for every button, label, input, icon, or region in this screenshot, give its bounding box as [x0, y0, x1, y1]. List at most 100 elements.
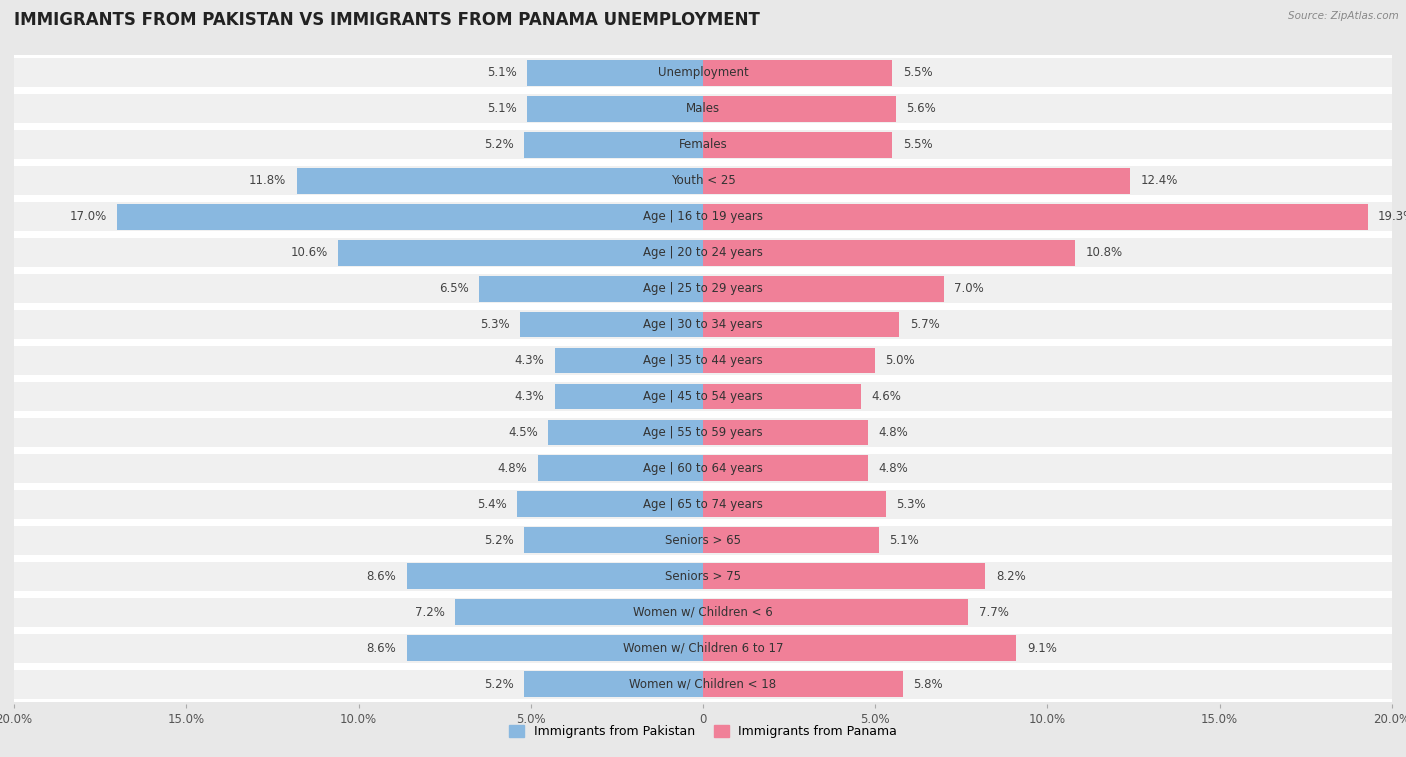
Bar — [14, 559, 1392, 594]
Bar — [14, 562, 1392, 590]
Text: 4.3%: 4.3% — [515, 390, 544, 403]
Bar — [555, 347, 703, 373]
Bar — [14, 198, 1392, 235]
Text: 5.4%: 5.4% — [477, 498, 506, 511]
Bar — [14, 666, 1392, 702]
Bar — [524, 528, 703, 553]
Text: 8.6%: 8.6% — [367, 570, 396, 583]
Bar — [14, 163, 1392, 198]
Bar — [524, 671, 703, 697]
Bar — [703, 204, 1368, 229]
Text: 10.8%: 10.8% — [1085, 246, 1122, 259]
Text: Age | 25 to 29 years: Age | 25 to 29 years — [643, 282, 763, 295]
Bar — [14, 235, 1392, 270]
Bar — [703, 312, 900, 338]
Text: Age | 45 to 54 years: Age | 45 to 54 years — [643, 390, 763, 403]
Text: Age | 60 to 64 years: Age | 60 to 64 years — [643, 462, 763, 475]
Text: Age | 65 to 74 years: Age | 65 to 74 years — [643, 498, 763, 511]
Text: Source: ZipAtlas.com: Source: ZipAtlas.com — [1288, 11, 1399, 21]
Text: 5.1%: 5.1% — [488, 102, 517, 115]
Text: 5.2%: 5.2% — [484, 678, 513, 690]
Bar — [14, 454, 1392, 483]
Text: Males: Males — [686, 102, 720, 115]
Bar — [703, 528, 879, 553]
Bar — [14, 95, 1392, 123]
Bar — [14, 58, 1392, 87]
Bar — [14, 378, 1392, 415]
Text: IMMIGRANTS FROM PAKISTAN VS IMMIGRANTS FROM PANAMA UNEMPLOYMENT: IMMIGRANTS FROM PAKISTAN VS IMMIGRANTS F… — [14, 11, 759, 30]
Bar — [703, 635, 1017, 661]
Bar — [527, 96, 703, 122]
Bar — [14, 130, 1392, 159]
Text: 5.7%: 5.7% — [910, 318, 939, 331]
Bar — [703, 491, 886, 517]
Bar — [14, 526, 1392, 555]
Text: Age | 35 to 44 years: Age | 35 to 44 years — [643, 354, 763, 367]
Bar — [524, 132, 703, 157]
Bar — [703, 347, 875, 373]
Bar — [14, 634, 1392, 662]
Text: Women w/ Children 6 to 17: Women w/ Children 6 to 17 — [623, 642, 783, 655]
Text: Age | 16 to 19 years: Age | 16 to 19 years — [643, 210, 763, 223]
Text: 17.0%: 17.0% — [70, 210, 107, 223]
Bar — [406, 635, 703, 661]
Text: 4.8%: 4.8% — [498, 462, 527, 475]
Text: 5.2%: 5.2% — [484, 534, 513, 547]
Bar — [703, 456, 869, 481]
Bar — [456, 600, 703, 625]
Bar — [703, 240, 1076, 266]
Bar — [14, 202, 1392, 231]
Bar — [117, 204, 703, 229]
Text: Women w/ Children < 6: Women w/ Children < 6 — [633, 606, 773, 618]
Bar — [14, 274, 1392, 303]
Text: Age | 55 to 59 years: Age | 55 to 59 years — [643, 426, 763, 439]
Bar — [14, 487, 1392, 522]
Text: 4.3%: 4.3% — [515, 354, 544, 367]
Text: 7.2%: 7.2% — [415, 606, 444, 618]
Bar — [520, 312, 703, 338]
Text: 5.2%: 5.2% — [484, 139, 513, 151]
Bar — [14, 598, 1392, 627]
Bar — [14, 167, 1392, 195]
Text: Youth < 25: Youth < 25 — [671, 174, 735, 187]
Bar — [703, 563, 986, 589]
Text: 5.0%: 5.0% — [886, 354, 915, 367]
Bar — [703, 96, 896, 122]
Bar — [548, 419, 703, 445]
Bar — [406, 563, 703, 589]
Bar — [14, 307, 1392, 342]
Bar — [703, 384, 862, 410]
Bar — [14, 418, 1392, 447]
Text: 8.2%: 8.2% — [995, 570, 1025, 583]
Bar — [703, 671, 903, 697]
Bar — [14, 522, 1392, 559]
Text: 5.3%: 5.3% — [481, 318, 510, 331]
Bar — [14, 310, 1392, 339]
Text: Seniors > 65: Seniors > 65 — [665, 534, 741, 547]
Text: Unemployment: Unemployment — [658, 67, 748, 79]
Text: 6.5%: 6.5% — [439, 282, 468, 295]
Text: Seniors > 75: Seniors > 75 — [665, 570, 741, 583]
Bar — [14, 342, 1392, 378]
Text: Females: Females — [679, 139, 727, 151]
Bar — [297, 168, 703, 194]
Legend: Immigrants from Pakistan, Immigrants from Panama: Immigrants from Pakistan, Immigrants fro… — [503, 721, 903, 743]
Bar — [14, 415, 1392, 450]
Text: 5.1%: 5.1% — [889, 534, 918, 547]
Bar — [14, 126, 1392, 163]
Bar — [14, 670, 1392, 699]
Bar — [14, 490, 1392, 519]
Bar — [517, 491, 703, 517]
Text: Women w/ Children < 18: Women w/ Children < 18 — [630, 678, 776, 690]
Bar — [703, 419, 869, 445]
Bar — [337, 240, 703, 266]
Bar — [14, 55, 1392, 91]
Bar — [14, 450, 1392, 487]
Text: 4.8%: 4.8% — [879, 462, 908, 475]
Text: Age | 20 to 24 years: Age | 20 to 24 years — [643, 246, 763, 259]
Bar — [14, 238, 1392, 267]
Bar — [703, 60, 893, 86]
Bar — [14, 270, 1392, 307]
Bar — [14, 346, 1392, 375]
Bar — [14, 631, 1392, 666]
